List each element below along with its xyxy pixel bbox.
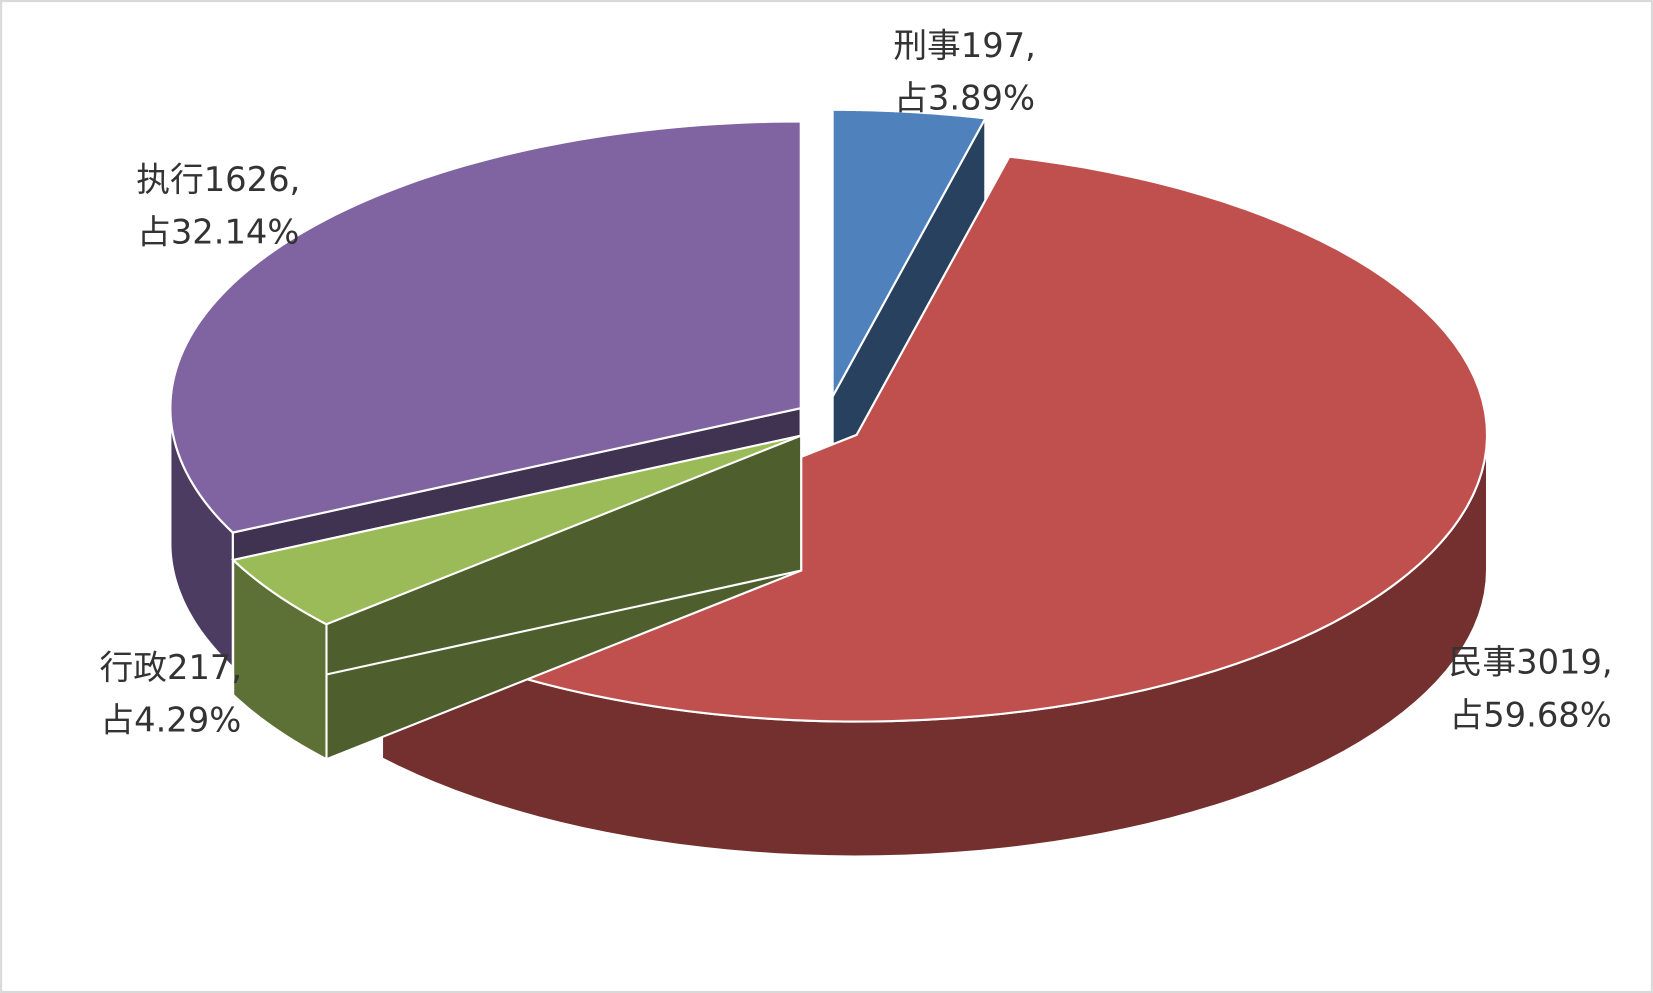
data-label: 占32.14% [137, 213, 299, 252]
data-label: 占59.68% [1450, 695, 1612, 734]
slice [230, 434, 802, 626]
data-label: 占3.89% [894, 79, 1035, 118]
slice [230, 434, 803, 761]
data-label: 刑事197, [893, 26, 1036, 65]
data-label: 执行1626, [136, 160, 300, 199]
data-label: 民事3019, [1449, 643, 1613, 682]
slice [831, 108, 988, 398]
slice [169, 120, 802, 534]
data-label: 行政217, [100, 648, 243, 687]
data-label: 占4.29% [100, 701, 241, 740]
